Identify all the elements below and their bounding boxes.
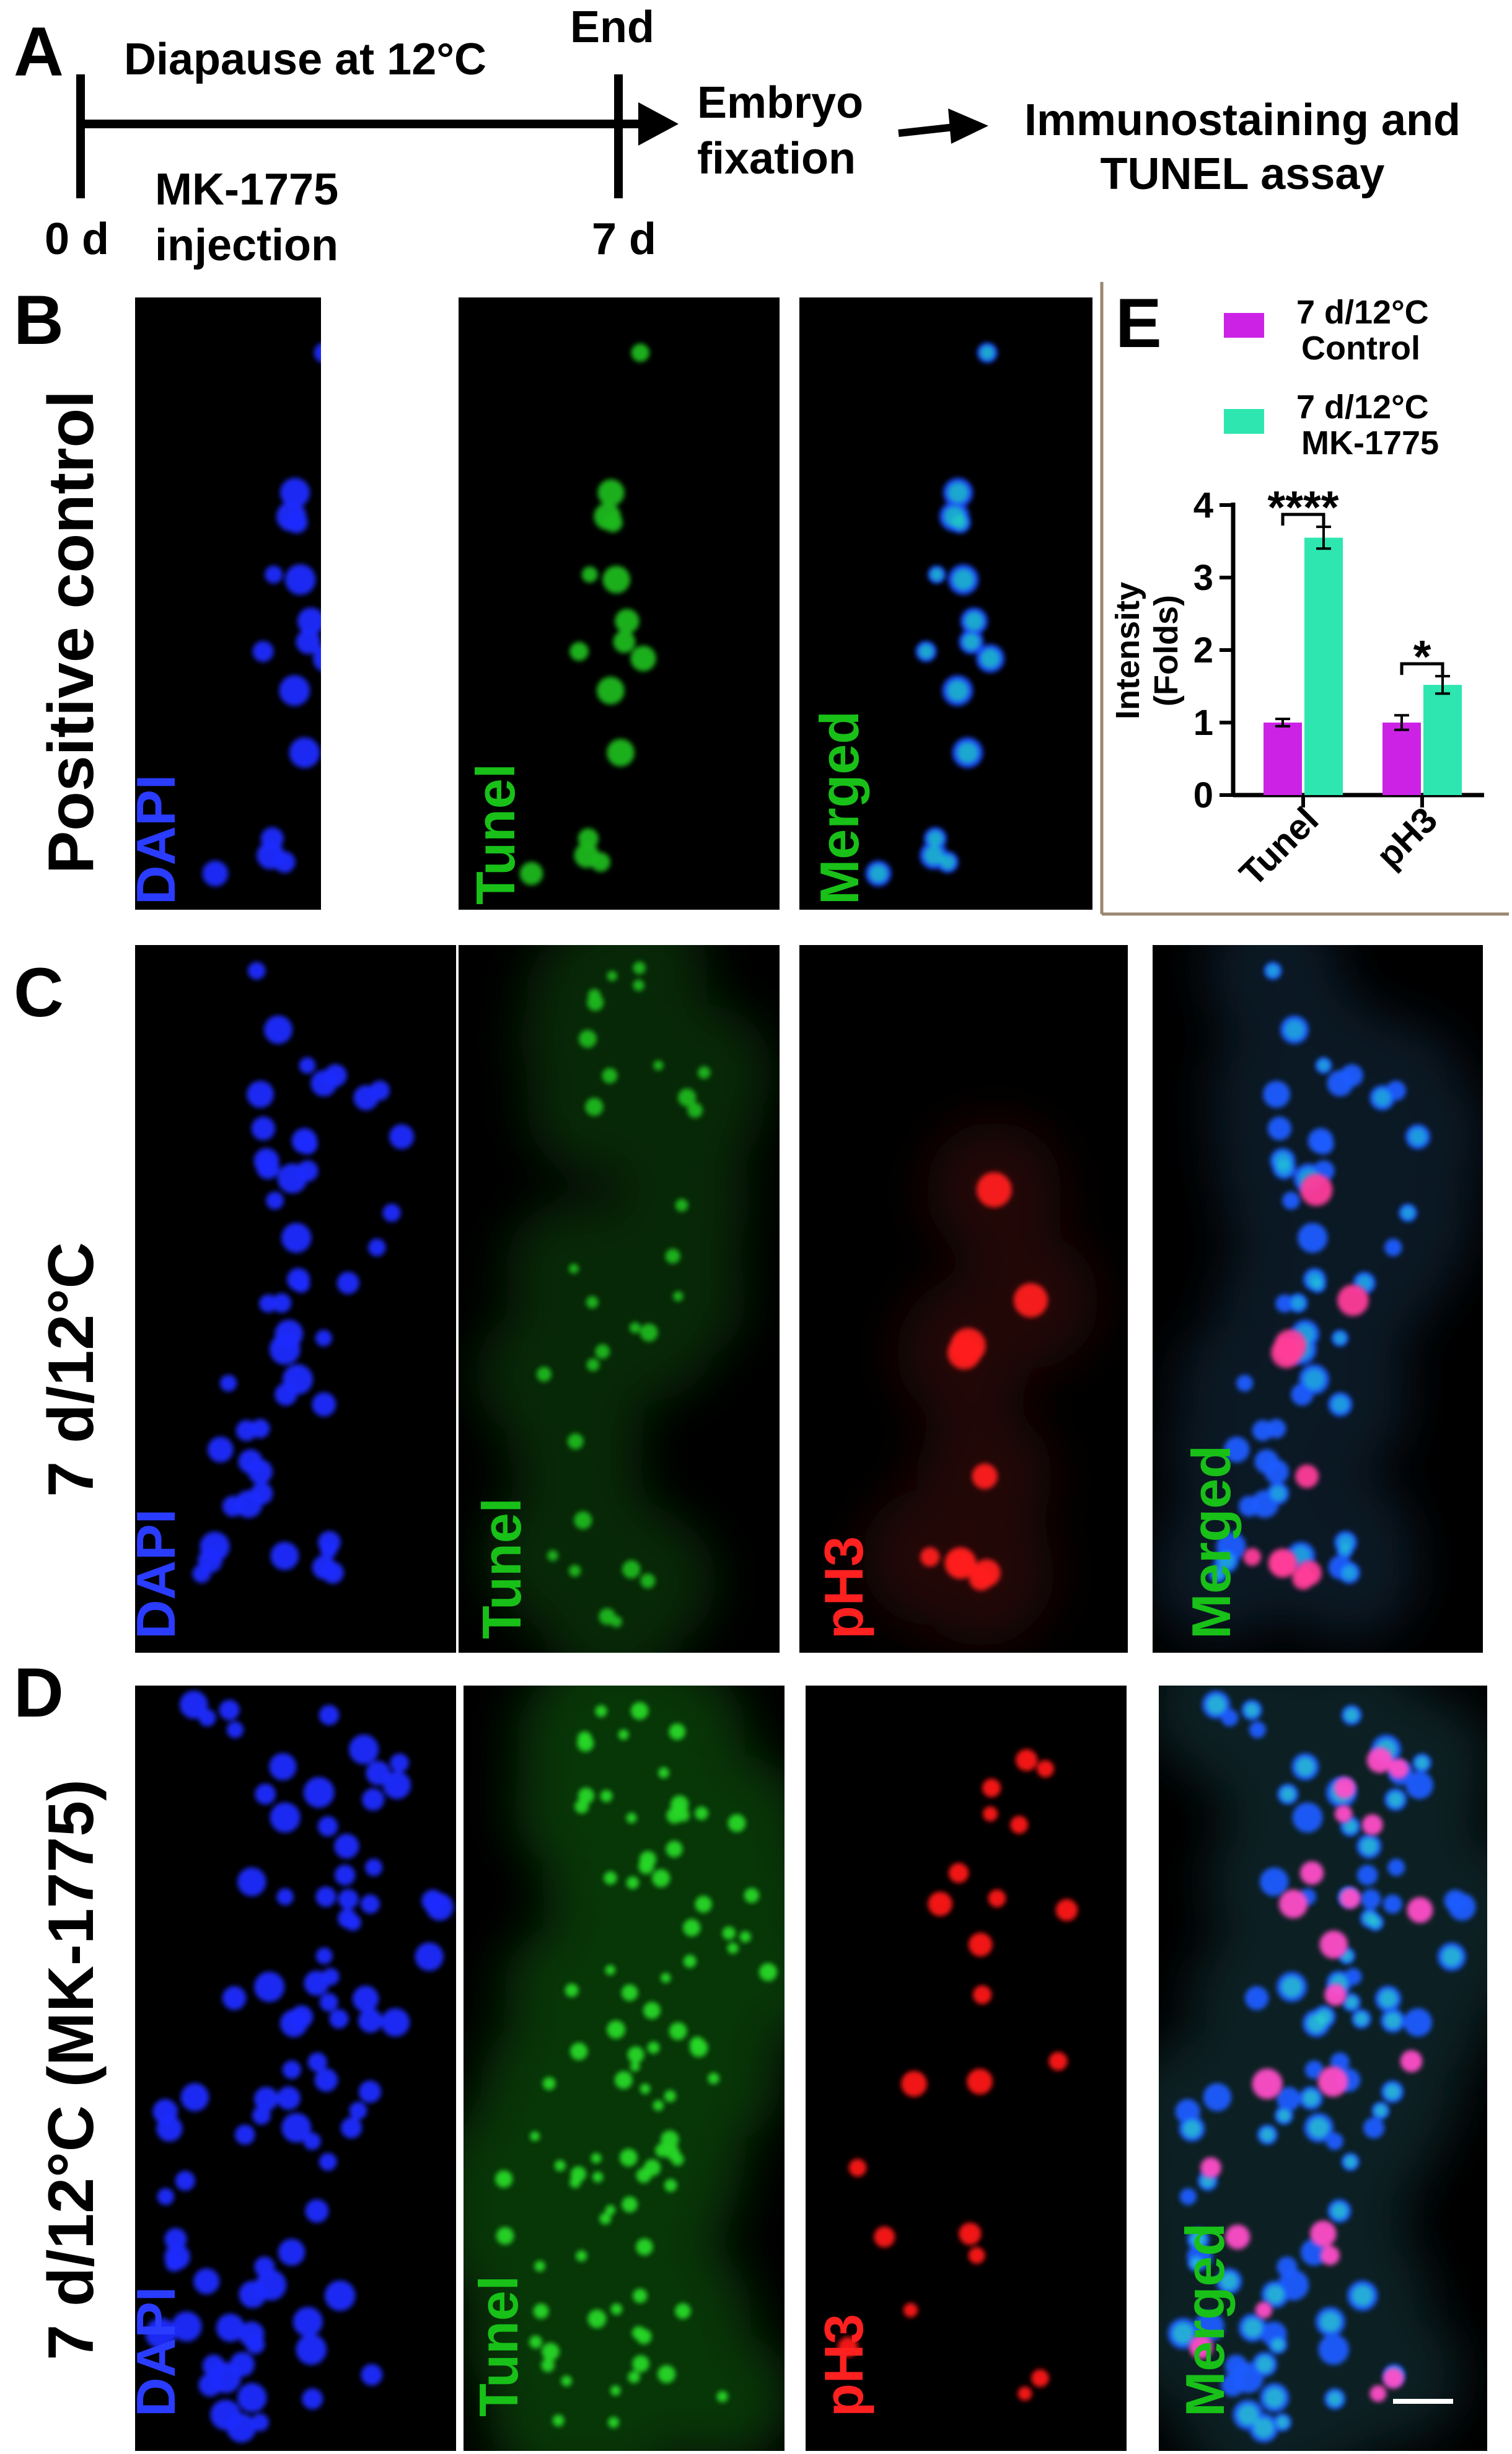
injection-label-1: MK-1775 [155,165,338,214]
end-label: End [570,2,654,52]
panel-e-chart: E 7 d/12°C Control 7 d/12°C MK-1775 Inte… [1100,282,1509,916]
chart-plot-area: 0 1 2 3 4 **** Tunel * pH3 [1193,482,1484,894]
panel-d-row-label: 7 d/12°C (MK-1775) [35,1779,107,2360]
panel-d-ph3-image [806,1686,1127,2451]
panel-d-images [135,1686,1487,2451]
panel-d-ph3-label: pH3 [813,2314,874,2417]
legend-label-mk1775-1: 7 d/12°C [1296,389,1429,426]
panel-d-tunel-image [464,1686,785,2451]
flow-arrow-line [898,123,955,137]
panel-c-merged-image [1153,945,1483,1653]
panel-b: B Positive control DAPI Tunel Merged [14,281,1092,910]
panel-d: D 7 d/12°C (MK-1775) DAPI Tunel pH3 Merg… [14,1654,1487,2451]
panel-c-tunel-image [459,945,780,1653]
panel-d-dapi-label: DAPI [125,2287,187,2417]
panel-b-images [135,297,1092,910]
panel-b-merged-label: Merged [809,711,870,905]
y-tick-label: 3 [1193,558,1213,598]
panel-c-letter: C [14,954,64,1031]
panel-d-merged-label: Merged [1174,2223,1236,2417]
panel-e-letter: E [1115,284,1162,362]
panel-c-dapi-image [135,945,456,1653]
bar [1264,723,1302,795]
panel-c-ph3-label: pH3 [813,1536,874,1639]
panel-c-ph3-image [799,945,1128,1653]
x-tick-label: Tunel [1232,799,1326,894]
y-tick-label: 1 [1193,703,1213,743]
legend-swatch-control [1224,313,1264,338]
y-axis-label-1: Intensity [1109,582,1146,719]
assay-label-2: TUNEL assay [1101,149,1385,199]
panel-c-tunel-label: Tunel [471,1498,532,1639]
panel-b-tunel-label: Tunel [465,763,526,905]
injection-label-2: injection [155,221,338,270]
significance-stars: **** [1267,482,1338,533]
panel-c: C 7 d/12°C DAPI Tunel pH3 Merged [14,945,1483,1653]
panel-b-tunel-image [459,297,780,910]
panel-b-row-label: Positive control [35,390,107,874]
panel-d-merged-image [1159,1686,1487,2451]
bar [1423,685,1462,795]
y-tick-label: 0 [1193,775,1213,816]
panel-c-row-label: 7 d/12°C [35,1242,107,1497]
legend-swatch-mk1775 [1224,409,1264,434]
panel-d-tunel-label: Tunel [468,2276,529,2417]
panel-c-dapi-label: DAPI [125,1509,187,1639]
significance-stars: * [1413,631,1431,682]
assay-label-1: Immunostaining and [1024,95,1461,145]
y-axis-label-2: (Folds) [1148,595,1185,706]
panel-a-letter: A [14,13,64,90]
panel-b-letter: B [14,281,64,359]
legend-label-control-2: Control [1301,330,1420,367]
legend-label-control-1: 7 d/12°C [1296,294,1429,331]
panel-d-dapi-image [135,1686,456,2451]
panel-a: A Diapause at 12°C End MK-1775 injection… [14,2,1461,270]
panel-b-merged-image [799,297,1092,910]
bar [1382,723,1421,795]
fixation-label-1: Embryo [697,78,863,128]
panel-c-images [135,945,1483,1653]
y-tick-label: 2 [1193,630,1213,671]
panel-d-letter: D [14,1654,64,1731]
panel-b-dapi-label: DAPI [125,775,187,905]
x-tick-label: pH3 [1369,799,1445,876]
significance-bracket [1400,662,1444,675]
diapause-label: Diapause at 12°C [124,35,486,84]
significance-bracket [1281,512,1325,526]
y-tick-label: 4 [1193,485,1213,526]
legend-label-mk1775-2: MK-1775 [1301,424,1439,462]
end-tick-label: 7 d [592,214,656,264]
panel-c-merged-label: Merged [1180,1445,1242,1639]
panel-b-dapi-image [135,297,321,910]
bar [1304,537,1343,795]
start-tick-label: 0 d [45,214,109,264]
flow-arrowhead-icon [948,108,988,144]
timeline-arrowhead-icon [638,102,679,146]
fixation-label-2: fixation [697,134,856,183]
